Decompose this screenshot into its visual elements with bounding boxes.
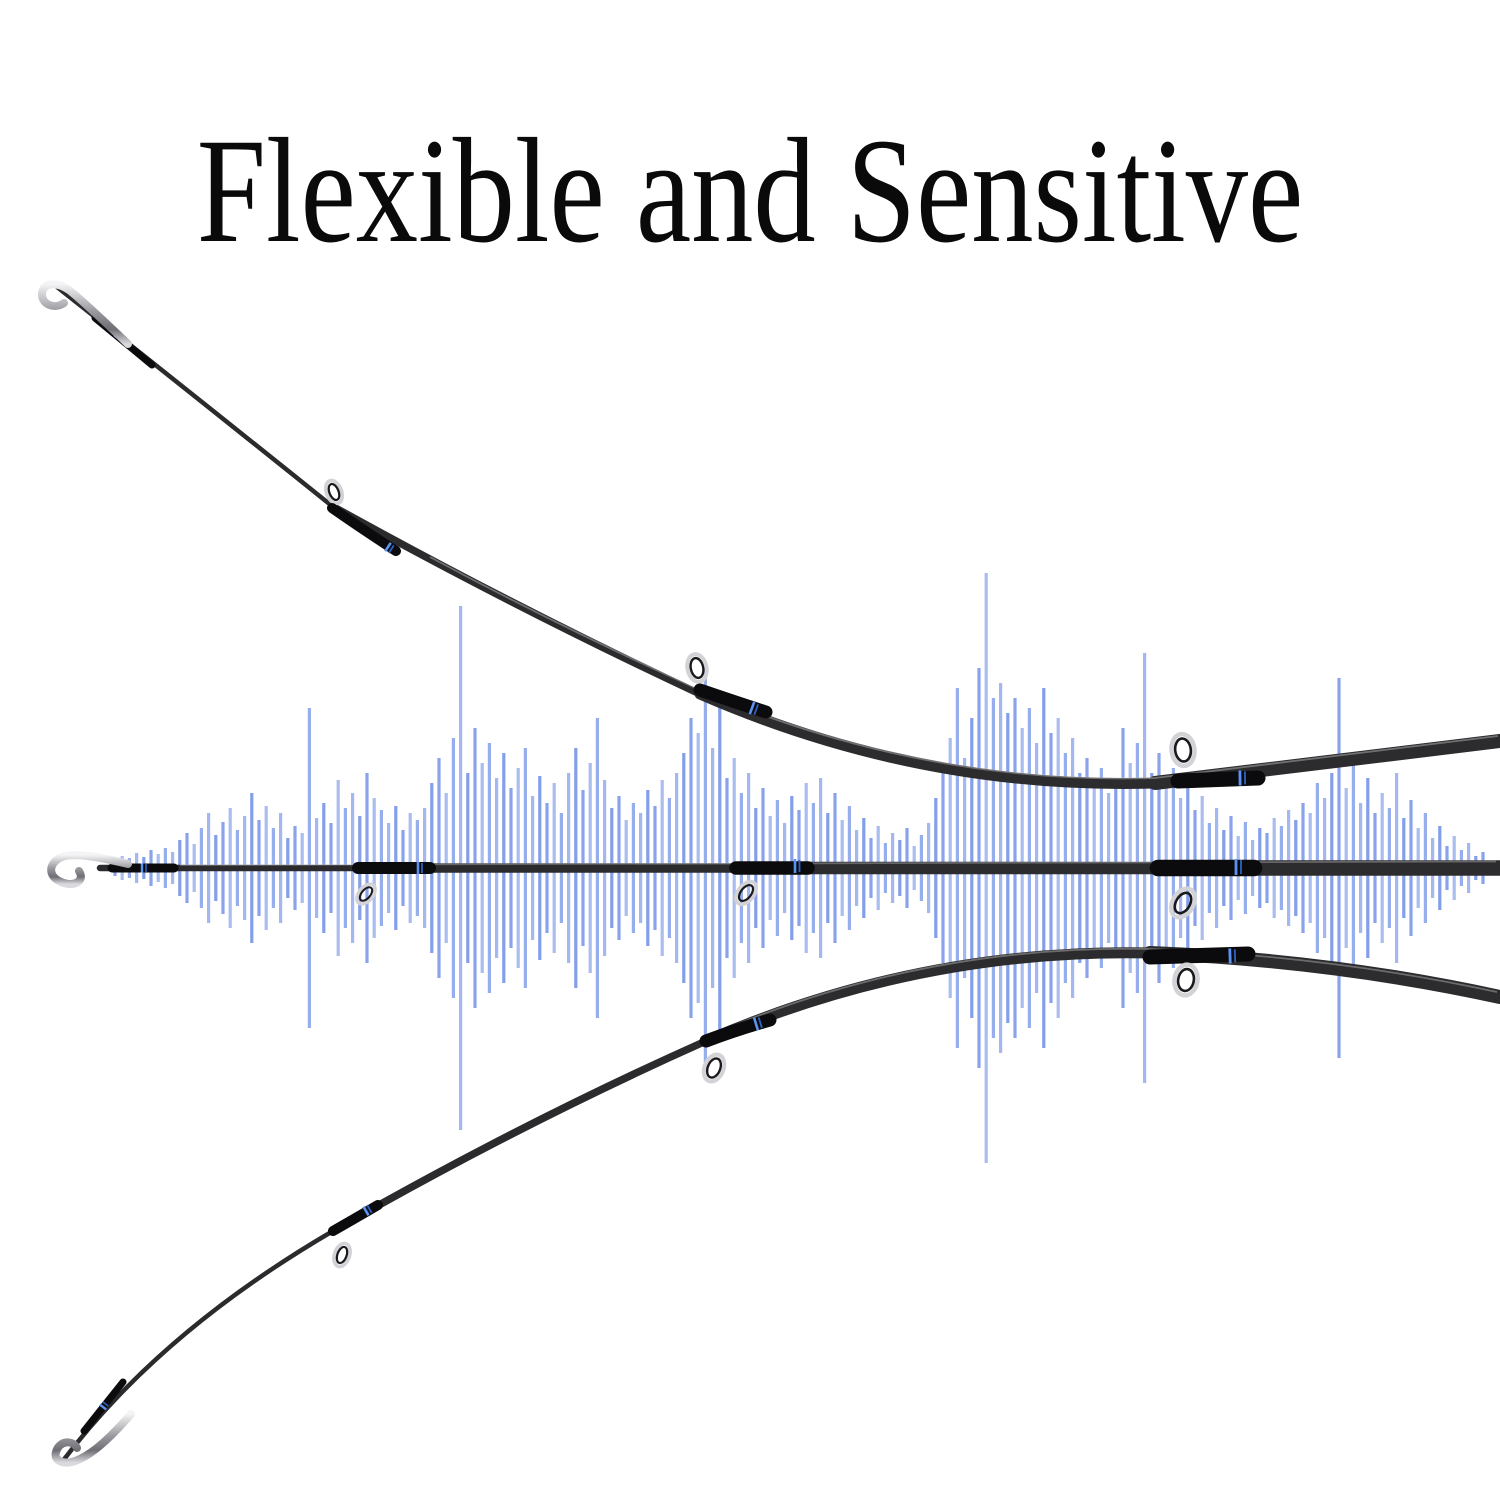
guide-ring xyxy=(355,882,377,906)
tip-top-guide xyxy=(38,280,132,348)
wrap-thread-accent xyxy=(748,701,759,716)
rod-top-blank xyxy=(694,688,1161,789)
guide-ring xyxy=(1169,731,1197,769)
guide-wrap xyxy=(1170,770,1266,789)
wrap-thread-accent xyxy=(384,542,395,554)
guide-ring xyxy=(1168,886,1198,920)
wrap-thread-accent xyxy=(99,1401,109,1411)
wrap-thread-accent xyxy=(793,859,801,873)
rod-bottom xyxy=(51,946,1500,1467)
guide-wrap xyxy=(693,683,773,719)
guide-wrap xyxy=(327,503,401,556)
guide-wrap xyxy=(699,1013,777,1048)
wrap-thread-accent xyxy=(752,1017,763,1031)
wrap-thread-accent xyxy=(1234,859,1242,875)
tip-top-guide xyxy=(51,1410,135,1467)
wrap-thread-accent xyxy=(1228,948,1237,964)
tip-top-guide xyxy=(47,851,132,888)
rod-top-blank xyxy=(328,502,704,698)
rod-bottom-blank xyxy=(700,947,1156,1047)
rod-bottom-blank xyxy=(329,1037,710,1235)
guide-ring xyxy=(332,1241,352,1269)
page-title: Flexible and Sensitive xyxy=(196,108,1304,274)
guide-wrap xyxy=(328,1200,383,1236)
rod-top-sheen xyxy=(429,556,1499,780)
guide-wrap xyxy=(1142,946,1256,965)
wrap-thread-accent xyxy=(140,863,147,873)
guide-ring xyxy=(1172,962,1200,998)
rod-top xyxy=(38,280,1500,790)
rod-bottom-sheen xyxy=(429,947,1498,1156)
guide-ring xyxy=(701,1052,727,1084)
rod-middle xyxy=(47,851,1500,920)
guide-ring xyxy=(323,478,345,506)
wrap-thread-accent xyxy=(416,862,423,874)
rod-bottom-blank xyxy=(59,1228,336,1465)
guide-ring xyxy=(685,652,709,684)
guide-ring xyxy=(734,879,758,907)
wrap-thread-accent xyxy=(1238,770,1247,786)
wrap-thread-accent xyxy=(362,1204,373,1216)
